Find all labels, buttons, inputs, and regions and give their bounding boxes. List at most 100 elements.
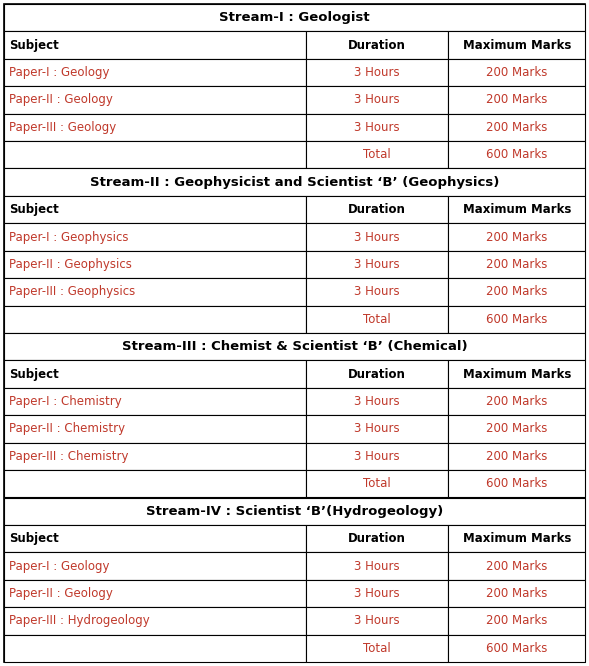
- Text: Paper-I : Chemistry: Paper-I : Chemistry: [9, 395, 122, 408]
- Text: 3 Hours: 3 Hours: [355, 395, 400, 408]
- Bar: [306, 635, 448, 662]
- Text: 3 Hours: 3 Hours: [355, 66, 400, 79]
- Bar: [4, 388, 306, 415]
- Text: Paper-I : Geophysics: Paper-I : Geophysics: [9, 230, 128, 244]
- Text: Duration: Duration: [348, 532, 406, 545]
- Bar: [4, 360, 306, 388]
- Bar: [448, 31, 585, 59]
- Bar: [306, 251, 448, 278]
- Bar: [306, 552, 448, 579]
- Bar: [306, 607, 448, 635]
- Bar: [306, 415, 448, 443]
- Text: 600 Marks: 600 Marks: [486, 149, 547, 161]
- Text: Paper-III : Geology: Paper-III : Geology: [9, 121, 116, 134]
- Bar: [4, 114, 306, 141]
- Bar: [4, 59, 306, 87]
- Text: Maximum Marks: Maximum Marks: [462, 39, 571, 52]
- Bar: [306, 470, 448, 498]
- Text: 200 Marks: 200 Marks: [486, 587, 547, 600]
- Bar: [306, 360, 448, 388]
- Bar: [306, 278, 448, 306]
- Text: Paper-II : Chemistry: Paper-II : Chemistry: [9, 422, 125, 436]
- Bar: [4, 635, 306, 662]
- Text: Duration: Duration: [348, 368, 406, 381]
- Bar: [306, 196, 448, 223]
- Bar: [448, 114, 585, 141]
- Text: Total: Total: [363, 313, 391, 326]
- Bar: [4, 525, 306, 552]
- Bar: [448, 443, 585, 470]
- Text: 200 Marks: 200 Marks: [486, 258, 547, 271]
- Bar: [448, 87, 585, 114]
- Bar: [306, 141, 448, 168]
- Text: 3 Hours: 3 Hours: [355, 258, 400, 271]
- Text: Paper-II : Geology: Paper-II : Geology: [9, 587, 113, 600]
- Bar: [448, 360, 585, 388]
- Text: Duration: Duration: [348, 203, 406, 216]
- Bar: [448, 635, 585, 662]
- Text: 200 Marks: 200 Marks: [486, 285, 547, 298]
- Text: Subject: Subject: [9, 368, 59, 381]
- Text: Subject: Subject: [9, 39, 59, 52]
- Bar: [4, 552, 306, 579]
- Text: 3 Hours: 3 Hours: [355, 587, 400, 600]
- Bar: [4, 306, 306, 333]
- Bar: [306, 525, 448, 552]
- Text: Stream-IV : Scientist ‘B’(Hydrogeology): Stream-IV : Scientist ‘B’(Hydrogeology): [146, 505, 443, 517]
- Text: 3 Hours: 3 Hours: [355, 230, 400, 244]
- Bar: [448, 251, 585, 278]
- Text: Subject: Subject: [9, 203, 59, 216]
- Bar: [4, 470, 306, 498]
- Text: 3 Hours: 3 Hours: [355, 559, 400, 573]
- Bar: [306, 114, 448, 141]
- Text: 3 Hours: 3 Hours: [355, 614, 400, 627]
- Bar: [306, 579, 448, 607]
- Bar: [306, 223, 448, 251]
- Bar: [306, 87, 448, 114]
- Text: Stream-I : Geologist: Stream-I : Geologist: [219, 11, 370, 24]
- Text: Maximum Marks: Maximum Marks: [462, 203, 571, 216]
- Text: 200 Marks: 200 Marks: [486, 230, 547, 244]
- Bar: [306, 306, 448, 333]
- Text: 3 Hours: 3 Hours: [355, 450, 400, 463]
- Text: 600 Marks: 600 Marks: [486, 313, 547, 326]
- Text: Paper-II : Geophysics: Paper-II : Geophysics: [9, 258, 132, 271]
- Bar: [4, 251, 306, 278]
- Text: Paper-III : Geophysics: Paper-III : Geophysics: [9, 285, 135, 298]
- Bar: [4, 333, 585, 360]
- Text: 600 Marks: 600 Marks: [486, 642, 547, 655]
- Text: 200 Marks: 200 Marks: [486, 614, 547, 627]
- Bar: [448, 388, 585, 415]
- Bar: [4, 579, 306, 607]
- Bar: [4, 607, 306, 635]
- Bar: [4, 4, 585, 31]
- Text: 200 Marks: 200 Marks: [486, 559, 547, 573]
- Bar: [4, 87, 306, 114]
- Bar: [4, 141, 306, 168]
- Text: Paper-III : Hydrogeology: Paper-III : Hydrogeology: [9, 614, 150, 627]
- Bar: [306, 443, 448, 470]
- Bar: [448, 470, 585, 498]
- Text: 3 Hours: 3 Hours: [355, 121, 400, 134]
- Text: 3 Hours: 3 Hours: [355, 93, 400, 107]
- Bar: [448, 223, 585, 251]
- Text: 200 Marks: 200 Marks: [486, 93, 547, 107]
- Bar: [448, 196, 585, 223]
- Text: 3 Hours: 3 Hours: [355, 285, 400, 298]
- Bar: [4, 223, 306, 251]
- Text: Stream-II : Geophysicist and Scientist ‘B’ (Geophysics): Stream-II : Geophysicist and Scientist ‘…: [90, 176, 499, 188]
- Text: Total: Total: [363, 642, 391, 655]
- Bar: [306, 31, 448, 59]
- Bar: [4, 415, 306, 443]
- Text: Total: Total: [363, 149, 391, 161]
- Bar: [448, 552, 585, 579]
- Bar: [4, 31, 306, 59]
- Text: Paper-III : Chemistry: Paper-III : Chemistry: [9, 450, 128, 463]
- Bar: [448, 525, 585, 552]
- Text: 200 Marks: 200 Marks: [486, 66, 547, 79]
- Bar: [306, 59, 448, 87]
- Text: 200 Marks: 200 Marks: [486, 422, 547, 436]
- Text: Paper-I : Geology: Paper-I : Geology: [9, 559, 110, 573]
- Text: 600 Marks: 600 Marks: [486, 478, 547, 490]
- Text: Subject: Subject: [9, 532, 59, 545]
